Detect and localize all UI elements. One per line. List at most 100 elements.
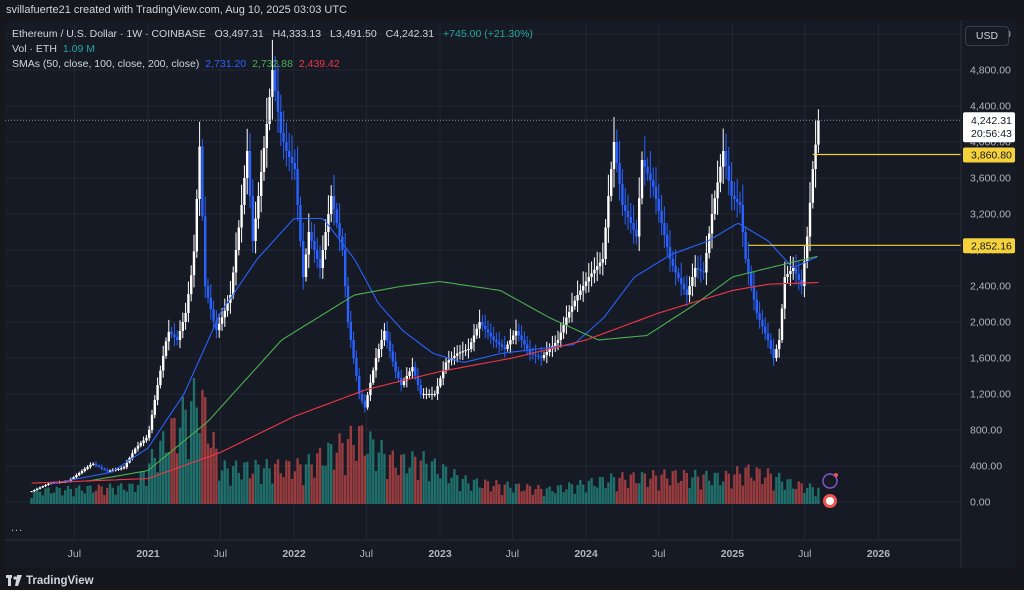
volume-bar (475, 478, 478, 504)
chart-frame[interactable]: 0.00 400.00 800.00 1,200.00 1,600.00 2,000.00… (5, 20, 1017, 568)
volume-bar (671, 471, 674, 504)
candle-body (148, 429, 151, 438)
volume-bar (780, 481, 784, 504)
volume-bar (209, 447, 212, 504)
volume-bar (573, 493, 576, 504)
volume-bar (332, 469, 336, 504)
candle-body (366, 395, 369, 408)
candle-body (192, 251, 196, 276)
candle-body (419, 385, 422, 394)
candle-body (97, 465, 100, 467)
candle-body (573, 300, 576, 307)
volume-bar (304, 464, 308, 504)
candle-body (540, 356, 543, 358)
volume-bar (419, 460, 422, 504)
volume-bar (75, 487, 78, 504)
candle-body (607, 196, 610, 228)
volume-bar (517, 483, 520, 504)
volume-bar (764, 477, 767, 504)
volume-bar (498, 484, 501, 504)
volume-bar (190, 401, 193, 504)
candle-body (344, 250, 347, 286)
volume-bar (293, 471, 296, 504)
candle-body (786, 274, 789, 277)
candle-body (190, 275, 193, 295)
volume-bar (285, 460, 288, 504)
volume-bar (243, 462, 246, 504)
volume-bar (229, 485, 232, 504)
candle-body (750, 272, 753, 286)
volume-bar (590, 477, 593, 504)
volume-legend[interactable]: Vol · ETH 1.09 M (12, 43, 95, 55)
volume-bar (761, 484, 764, 504)
volume-bar (601, 477, 604, 504)
volume-bar (688, 487, 691, 504)
volume-bar (400, 454, 403, 504)
volume-bar (632, 472, 635, 504)
sma-legend[interactable]: SMAs (50, close, 100, close, 200, close)… (12, 58, 340, 70)
candle-body (691, 277, 694, 286)
volume-bar (545, 488, 548, 504)
volume-bar (562, 492, 565, 504)
candle-body (503, 346, 506, 349)
volume-bar (786, 479, 789, 504)
volume-bar (47, 487, 50, 504)
candle-body (733, 196, 736, 199)
candle-body (134, 448, 137, 454)
volume-bar (568, 482, 571, 504)
x-axis: Jul 2021 Jul 2022 Jul 2023 Jul 2024 Jul 2025 Jul 20… (5, 539, 961, 560)
volume-bars (30, 378, 820, 504)
volume-bar (447, 483, 450, 504)
candle-body (747, 259, 750, 273)
more-options-button[interactable]: ... (11, 522, 24, 534)
candle-body (103, 468, 106, 471)
volume-bar (500, 494, 504, 504)
candle-body (548, 349, 551, 352)
candle-body (377, 349, 380, 358)
candle-body (584, 281, 588, 286)
candle-body (537, 355, 540, 357)
candle-body (811, 169, 814, 203)
currency-button[interactable]: USD (965, 26, 1009, 46)
volume-bar (271, 483, 274, 504)
candle-body (674, 265, 677, 273)
volume-bar (114, 494, 117, 504)
candle-body (643, 160, 646, 167)
candle-body (360, 394, 364, 401)
volume-bar (170, 418, 173, 504)
volume-bar (318, 447, 322, 504)
volume-bar (86, 485, 89, 504)
volume-bar (377, 452, 380, 504)
candle-body (576, 295, 579, 301)
volume-bar (456, 475, 459, 504)
candle-body (792, 268, 795, 271)
candle-body (766, 333, 770, 340)
candle-body (30, 491, 33, 493)
candle-body (439, 378, 442, 387)
volume-bar (733, 474, 736, 504)
volume-bar (792, 488, 795, 504)
y-tick-label: 2,000.00 (970, 317, 1011, 329)
symbol-name: Ethereum / U.S. Dollar · 1W · COINBASE (12, 28, 206, 40)
candle-body (167, 331, 170, 342)
candle-body (710, 214, 714, 234)
volume-bar (349, 425, 352, 504)
candle-body (122, 467, 126, 469)
y-tick-label: 3,200.00 (970, 209, 1011, 221)
volume-bar (38, 491, 42, 504)
sma-line-3 (31, 281, 819, 484)
candle-body (363, 400, 366, 408)
candle-body (274, 70, 277, 91)
price-chart[interactable]: 0.00 400.00 800.00 1,200.00 1,600.00 2,000.00… (5, 20, 1017, 568)
volume-bar (624, 479, 627, 504)
x-tick-label: 2021 (136, 548, 160, 560)
volume-bar (699, 489, 702, 504)
candle-body (349, 322, 352, 340)
volume-bar (41, 495, 44, 504)
candle-body (262, 148, 266, 172)
volume-bar (598, 476, 602, 504)
candle-body (209, 297, 212, 310)
x-tick-label: Jul (506, 548, 519, 560)
volume-bar (495, 480, 498, 504)
volume-bar (162, 431, 165, 504)
